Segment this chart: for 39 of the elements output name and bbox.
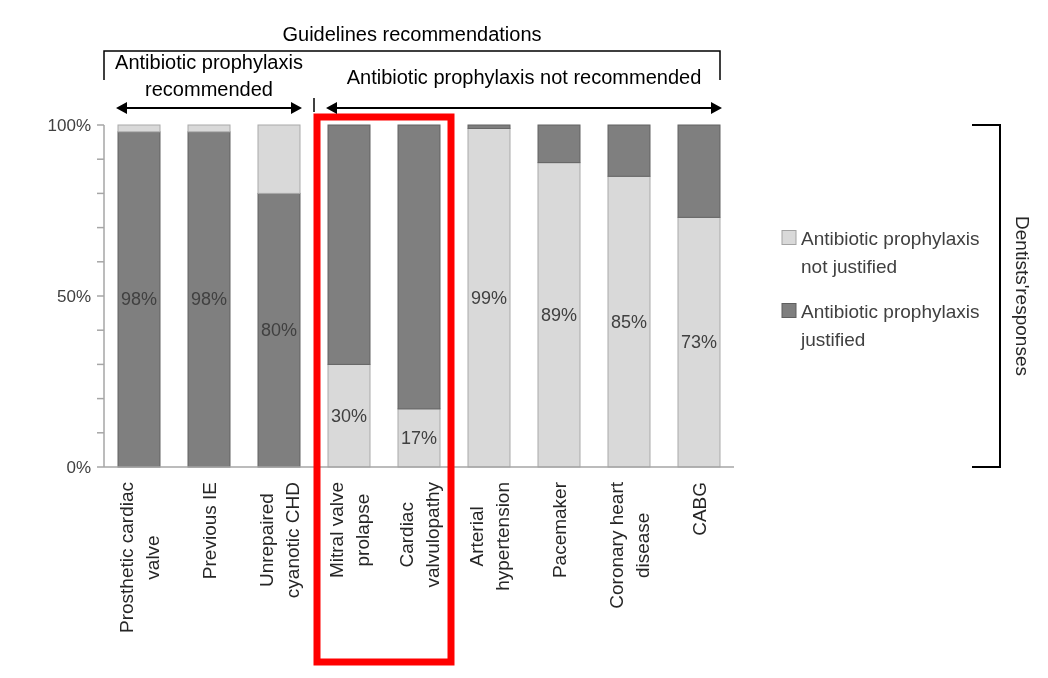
y-tick-label: 100% (47, 115, 91, 135)
bar (187, 124, 231, 133)
bar (117, 124, 161, 133)
text: Antibiotic prophylaxis recommended (115, 51, 303, 100)
bar (257, 192, 301, 468)
x-tick-label: Prosthetic cardiac valve (115, 482, 163, 634)
bar (467, 124, 511, 129)
x-tick-label: Coronary heart disease (605, 481, 653, 609)
data-label: 89% (540, 304, 578, 325)
text: Antibiotic prophylaxis not recommended (346, 66, 702, 88)
bar (607, 124, 651, 177)
legend-title: Dentists'responses (1011, 216, 1033, 376)
data-label: 99% (470, 287, 508, 308)
legend-label: Antibiotic prophylaxis not justified (801, 227, 980, 276)
data-label: 80% (260, 320, 298, 341)
y-tick-label: 50% (56, 286, 91, 306)
bar (537, 124, 581, 164)
data-label: 17% (400, 427, 438, 448)
data-label: 98% (190, 289, 228, 310)
x-tick-label: Cardiac valvulopathy (395, 481, 443, 588)
x-tick-label: Mitral valve prolapse (325, 482, 373, 579)
bar (327, 124, 371, 365)
bar (257, 124, 301, 194)
data-label: 85% (610, 311, 648, 332)
x-tick-label: Arterial hypertension (465, 482, 513, 591)
bar (397, 124, 441, 410)
y-tick-label: 0% (66, 457, 91, 477)
legend-label: Antibiotic prophylaxis justified (800, 300, 980, 349)
x-tick-label: Pacemaker (548, 481, 570, 579)
data-label: 98% (120, 289, 158, 310)
text: Guidelines recommendations (282, 23, 542, 45)
x-tick-label: CABG (688, 481, 710, 536)
data-label: 30% (330, 405, 368, 426)
data-label: 73% (680, 332, 718, 353)
bar (187, 131, 231, 468)
bar (677, 124, 721, 218)
x-tick-label: Previous IE (198, 482, 220, 580)
bar (117, 131, 161, 468)
x-tick-label: Unrepaired cyanotic CHD (255, 481, 303, 599)
